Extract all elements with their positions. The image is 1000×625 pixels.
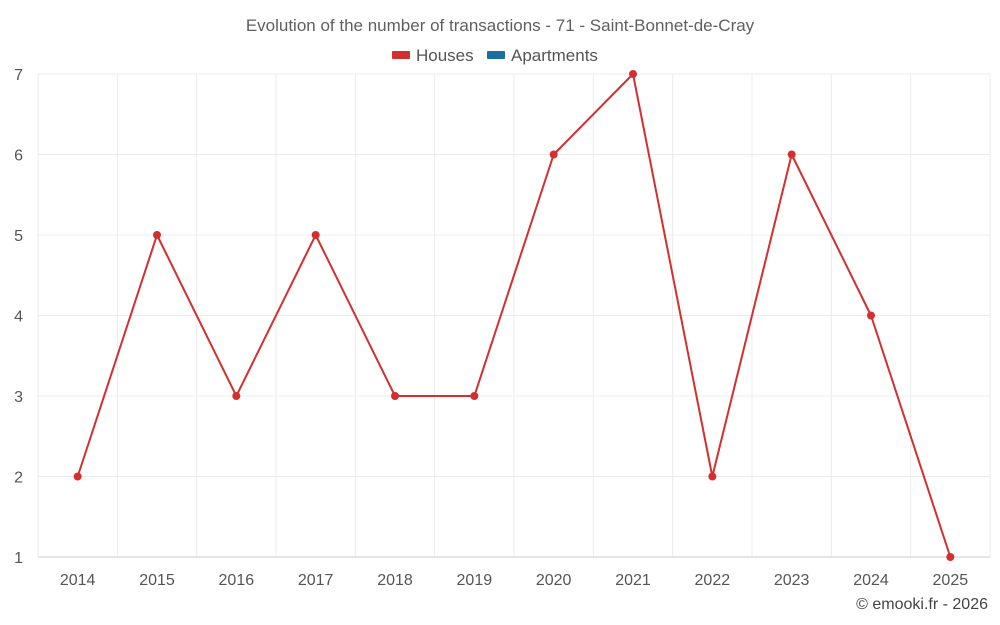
x-tick-label: 2021 [615,572,651,589]
x-tick-label: 2019 [457,572,493,589]
data-point-2024[interactable] [867,311,875,320]
data-point-2015[interactable] [153,231,161,239]
data-point-2021[interactable] [629,70,637,78]
data-point-2017[interactable] [311,231,320,239]
data-point-2020[interactable] [549,150,558,159]
x-tick-label: 2015 [139,572,175,589]
axes: 1 2 3 4 5 6 7 2014 2015 2016 2017 2018 2019 2020 2021 2… [14,67,990,589]
data-point-2014[interactable] [73,472,82,481]
y-tick-label: 2 [14,470,23,487]
legend: Houses Apartments [392,46,598,65]
y-tick-label: 7 [14,67,23,84]
data-point-2019[interactable] [470,392,479,400]
y-tick-label: 6 [14,148,23,165]
x-tick-label: 2020 [536,572,572,589]
y-tick-label: 3 [14,389,23,406]
y-tick-label: 5 [14,228,23,245]
legend-label-houses[interactable]: Houses [416,46,474,65]
x-tick-label: 2017 [298,572,334,589]
x-tick-label: 2025 [933,572,969,589]
x-tick-label: 2014 [60,572,96,589]
data-point-2022[interactable] [708,472,717,481]
chart-title: Evolution of the number of transactions … [246,16,755,35]
y-tick-label: 1 [14,550,23,567]
y-tick-label: 4 [14,309,23,326]
credit-text: © emooki.fr - 2026 [856,596,988,613]
data-point-2025[interactable] [946,553,955,561]
grid [37,73,991,558]
x-tick-label: 2024 [853,572,889,589]
x-tick-label: 2023 [774,572,810,589]
x-tick-label: 2022 [695,572,731,589]
x-tick-label: 2016 [219,572,255,589]
legend-swatch-houses [392,51,410,59]
x-tick-label: 2018 [377,572,413,589]
series-houses [73,70,955,561]
data-point-2016[interactable] [232,392,241,400]
data-point-2018[interactable] [391,392,399,400]
data-point-2023[interactable] [787,150,796,159]
series-line-houses [76,73,952,558]
legend-swatch-apartments [487,51,505,59]
legend-label-apartments[interactable]: Apartments [511,46,598,65]
